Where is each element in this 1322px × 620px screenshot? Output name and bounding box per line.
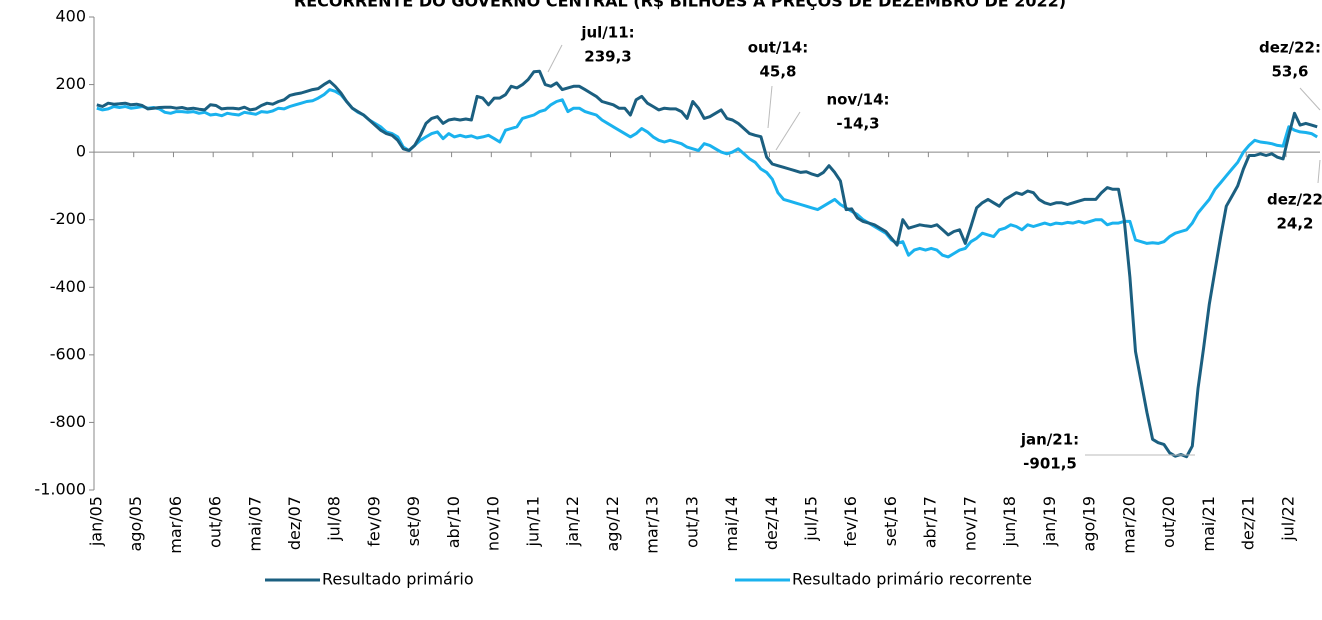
annotation: 45,8: [759, 63, 796, 81]
x-tick-label: mai/21: [1199, 496, 1218, 552]
x-tick-label: nov/10: [484, 496, 503, 551]
x-tick-label: jan/19: [1040, 496, 1059, 547]
x-tick-label: jan/05: [86, 496, 105, 547]
x-tick-label: nov/17: [960, 496, 979, 551]
y-tick-label: -200: [50, 209, 86, 228]
x-tick-label: mar/13: [643, 496, 662, 554]
y-tick-label: 400: [55, 7, 86, 26]
x-tick-label: ago/12: [603, 496, 622, 552]
y-tick-label: 0: [76, 142, 86, 161]
annotation: -901,5: [1023, 455, 1077, 473]
annotation: -14,3: [836, 115, 879, 133]
x-tick-label: ago/19: [1080, 496, 1099, 552]
y-tick-label: -1.000: [34, 480, 86, 499]
chart-title: RECORRENTE DO GOVERNO CENTRAL (R$ BILHÕE…: [294, 0, 1066, 11]
y-tick-label: -800: [50, 412, 86, 431]
annotation: dez/22:: [1259, 39, 1321, 57]
annotation: jul/11:: [580, 24, 634, 42]
x-tick-label: fev/09: [364, 496, 383, 547]
annotation: out/14:: [748, 39, 809, 57]
x-tick-label: mai/14: [722, 496, 741, 552]
x-tick-label: jan/12: [563, 496, 582, 547]
x-tick-label: mar/20: [1119, 496, 1138, 554]
annotation-leader: [1317, 159, 1321, 184]
x-tick-label: set/16: [881, 496, 900, 546]
annotation: jan/21:: [1020, 431, 1079, 449]
x-tick-label: abr/10: [444, 496, 463, 548]
legend-label: Resultado primário: [322, 570, 474, 589]
x-tick-label: ago/05: [126, 496, 145, 552]
annotation-leader: [1299, 87, 1321, 111]
x-tick-label: jun/18: [1000, 496, 1019, 547]
x-tick-label: out/20: [1159, 496, 1178, 548]
annotation: dez/22: [1267, 191, 1322, 209]
y-tick-label: -600: [50, 344, 86, 363]
x-tick-label: jun/11: [523, 496, 542, 547]
y-tick-label: 200: [55, 74, 86, 93]
x-tick-label: mar/06: [166, 496, 185, 554]
x-tick-label: mai/07: [245, 496, 264, 552]
x-tick-label: jul/15: [802, 496, 821, 542]
x-tick-label: fev/16: [841, 496, 860, 547]
x-tick-label: dez/14: [762, 496, 781, 550]
annotation: 24,2: [1276, 215, 1313, 233]
x-tick-label: dez/07: [285, 496, 304, 550]
annotation: 53,6: [1271, 63, 1308, 81]
x-tick-label: jul/22: [1278, 496, 1297, 542]
x-tick-label: set/09: [404, 496, 423, 546]
legend-label: Resultado primário recorrente: [792, 570, 1032, 589]
annotation-leader: [547, 44, 563, 73]
annotation: nov/14:: [826, 91, 889, 109]
x-tick-label: abr/17: [921, 496, 940, 548]
series-line: [96, 69, 1318, 459]
series-line: [96, 88, 1318, 259]
annotation-leader: [775, 111, 801, 151]
annotation: 239,3: [584, 48, 631, 66]
x-tick-label: dez/21: [1239, 496, 1258, 550]
x-tick-label: jul/08: [325, 496, 344, 542]
y-tick-label: -400: [50, 277, 86, 296]
annotation-leader: [767, 85, 773, 129]
x-tick-label: out/06: [206, 496, 225, 548]
x-tick-label: out/13: [682, 496, 701, 548]
